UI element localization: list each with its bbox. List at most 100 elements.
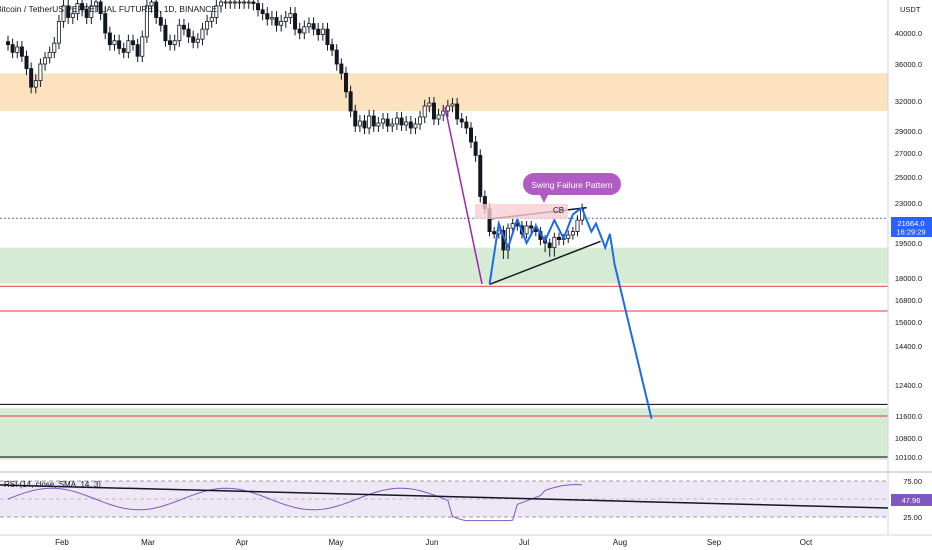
candle-body [283,17,288,22]
rsi-tick-label: 75.00 [903,477,922,486]
candle-body [320,28,325,35]
candle-body [144,5,149,38]
candle-body [209,17,214,22]
candle-body [390,123,395,127]
candle-body [297,28,302,34]
candle-body [260,9,265,15]
price-tick-label: 14400.0 [895,342,922,351]
candle-body [52,42,57,53]
swing-failure-callout: Swing Failure Pattern [523,173,621,203]
candle-body [168,40,173,46]
price-tick-label: 40000.0 [895,29,922,38]
candle-body [200,28,205,40]
candle-body [256,3,261,11]
candle-body [242,1,247,4]
candle-body [385,118,390,127]
callout-text: Swing Failure Pattern [531,180,613,190]
candle-body [195,38,200,43]
time-axis-labels: Feb Mar Apr May Jun Jul Aug Sep Oct [55,538,813,547]
candle-body [330,44,335,51]
price-tick-label: 16800.0 [895,296,922,305]
time-axis-label: Oct [800,538,813,547]
candle-body [103,13,108,34]
candle-body [339,63,344,74]
candle-body [478,154,483,197]
candle-body [19,46,24,57]
cb-marker: CB [553,206,564,215]
candle-body [38,63,43,82]
candle-body [362,120,367,129]
candle-body [325,28,330,46]
candle-body [302,26,307,34]
candle-body [126,40,131,53]
candle-body [431,102,436,120]
symbol-title: Bitcoin / TetherUS PERPETUAL FUTURES, 1D… [0,4,217,14]
price-tick-label: 27000.0 [895,149,922,158]
candle-body [135,44,140,57]
price-tick-label: 10100.0 [895,453,922,462]
candle-body [529,225,534,229]
candle-body [15,46,20,53]
candle-body [205,20,210,30]
time-axis-label: Feb [55,538,69,547]
candle-body [473,141,478,156]
candle-body [6,41,11,46]
rsi-value: 47.96 [902,496,921,505]
candle-body [455,103,460,120]
last-price-label[interactable]: 21664.0 16:29:29 [891,217,932,237]
candle-body [552,236,557,249]
candle-body [274,17,279,26]
price-tick-label: 23000.0 [895,199,922,208]
candle-body [10,44,15,53]
candle-body [172,40,177,46]
candle-body [575,219,580,232]
candle-body [237,1,242,4]
candle-body [311,23,316,30]
candle-body [181,24,186,30]
wedge-zigzag [488,206,583,285]
trend-line-purple [444,106,483,285]
last-price-value: 21664.0 [897,219,924,228]
candle-body [367,115,372,129]
price-tick-label: 15600.0 [895,318,922,327]
candle-body [394,117,399,125]
candle-body [450,103,455,107]
candle-body [140,36,145,57]
candle-body [121,48,126,53]
candle-body [556,236,561,240]
supply-zone [0,73,888,111]
candle-body [24,55,29,70]
candle-body [117,40,122,49]
candle-body [66,5,71,18]
candle-body [112,40,117,46]
candle-body [191,36,196,43]
time-axis-label: Aug [613,538,627,547]
time-axis-label: May [328,538,343,547]
candle-body [570,231,575,236]
candle-body [131,40,136,46]
candle-body [246,1,251,4]
candle-body [84,9,89,18]
candle-body [265,13,270,20]
candle-body [334,49,339,65]
candle-body [306,23,311,28]
candle-body [107,32,112,46]
candle-body [29,68,34,88]
candle-body [399,117,404,126]
price-tick-label: 10800.0 [895,434,922,443]
candle-body [56,20,61,44]
price-axis-bg [888,0,932,550]
price-tick-label: 36000.0 [895,60,922,69]
price-tick-label: 11600.0 [895,412,922,421]
candle-body [404,121,409,126]
rsi-line [7,484,583,522]
sfp-zone [475,204,568,219]
candle-body [223,1,228,4]
candle-body [408,121,413,129]
candle-body [422,105,427,118]
candle-body [154,1,159,18]
price-zones [0,73,888,460]
candle-body [376,122,381,127]
rsi-axis-ticks: 75.00 25.00 [903,477,922,522]
